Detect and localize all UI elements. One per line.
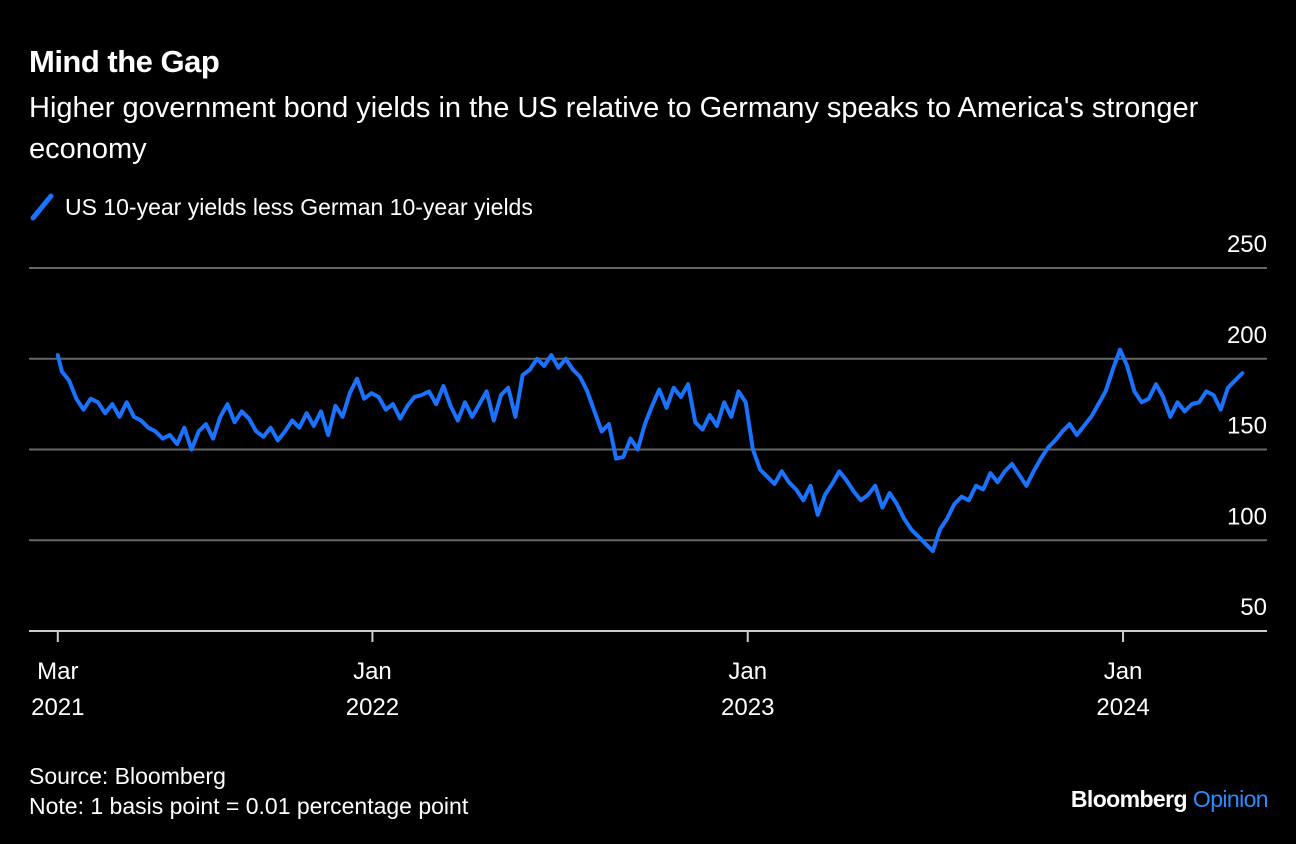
x-tick-year-2021: 2021 (31, 694, 84, 721)
x-tick-year-2022: 2022 (346, 694, 399, 721)
series-line-0 (55, 347, 1245, 554)
x-tick-month-2021: Mar (37, 658, 78, 685)
y-axis-labels: 50 100 150 200 250 (1227, 231, 1267, 621)
x-tick-month-2022: Jan (353, 658, 392, 685)
note-text: Note: 1 basis point = 0.01 percentage po… (29, 793, 469, 819)
x-tick-month-2024: Jan (1104, 658, 1143, 685)
legend: US 10-year yields less German 10-year yi… (29, 192, 533, 222)
y-tick-label-200: 200 (1227, 322, 1267, 349)
legend-label: US 10-year yields less German 10-year yi… (65, 193, 533, 220)
x-tick-month-2023: Jan (728, 658, 767, 685)
y-tick-label-150: 150 (1227, 413, 1267, 440)
y-tick-label-100: 100 (1227, 503, 1267, 530)
series-group (55, 347, 1245, 554)
brand-section: Opinion (1192, 786, 1269, 812)
x-axis: Mar 2021 Jan 2022 Jan 2023 Jan 2024 (31, 631, 1150, 721)
chart-subtitle: Higher government bond yields in the US … (29, 92, 1199, 165)
brand-name: Bloomberg (1070, 786, 1188, 812)
chart-title: Mind the Gap (29, 44, 220, 79)
brand-logo: Bloomberg Opinion (1070, 786, 1269, 813)
y-tick-label-250: 250 (1227, 231, 1267, 258)
footer-notes: Source: Bloomberg Note: 1 basis point = … (29, 761, 468, 821)
x-tick-year-2024: 2024 (1096, 694, 1149, 721)
legend-swatch-icon (30, 193, 54, 221)
y-gridlines (29, 267, 1267, 632)
y-tick-label-50: 50 (1240, 594, 1267, 621)
source-text: Source: Bloomberg (29, 763, 226, 789)
x-tick-year-2023: 2023 (721, 694, 774, 721)
